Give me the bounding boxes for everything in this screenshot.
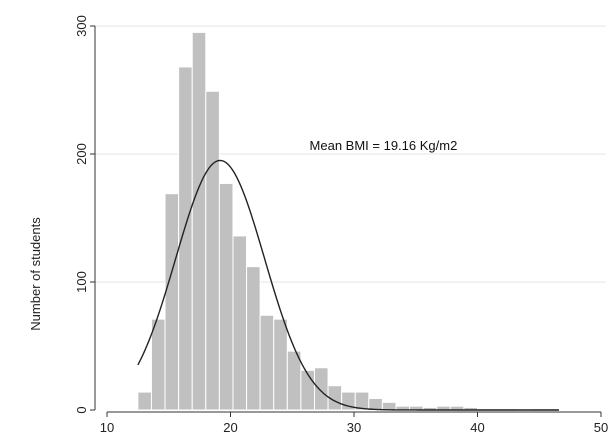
histogram-bar: [246, 266, 261, 411]
x-tick-label: 20: [223, 420, 237, 435]
histogram-bar: [273, 318, 288, 411]
histogram-bar: [178, 66, 193, 411]
histogram-bar: [191, 31, 207, 411]
histogram-bar: [259, 314, 275, 411]
y-axis-title: Number of students: [28, 217, 43, 331]
normal-density-curve: [137, 159, 560, 411]
histogram-bar: [232, 235, 248, 411]
histogram-bar: [300, 369, 315, 411]
histogram-bar: [205, 90, 220, 411]
y-tick-label: 0: [74, 406, 89, 413]
y-tick-label: 200: [74, 143, 89, 165]
x-tick-label: 50: [594, 420, 608, 435]
histogram-bar: [381, 401, 397, 411]
mean-bmi-annotation: Mean BMI = 19.16 Kg/m2: [310, 138, 458, 153]
histogram-bar: [218, 182, 234, 411]
x-tick-label: 30: [347, 420, 361, 435]
y-tick-label: 300: [74, 15, 89, 37]
histogram-bar: [137, 391, 152, 411]
histogram-bars: [137, 31, 560, 411]
y-tick-label: 100: [74, 271, 89, 293]
histogram-bar: [286, 350, 302, 411]
x-axis-ticks: 10 20 30 40 50: [100, 412, 608, 435]
histogram-bar: [150, 318, 166, 411]
x-tick-label: 10: [100, 420, 114, 435]
histogram-bar: [313, 367, 329, 411]
histogram-bar: [368, 397, 383, 411]
histogram-bar: [164, 193, 180, 411]
y-axis-ticks: 0 100 200 300: [74, 15, 95, 414]
x-tick-label: 40: [470, 420, 484, 435]
